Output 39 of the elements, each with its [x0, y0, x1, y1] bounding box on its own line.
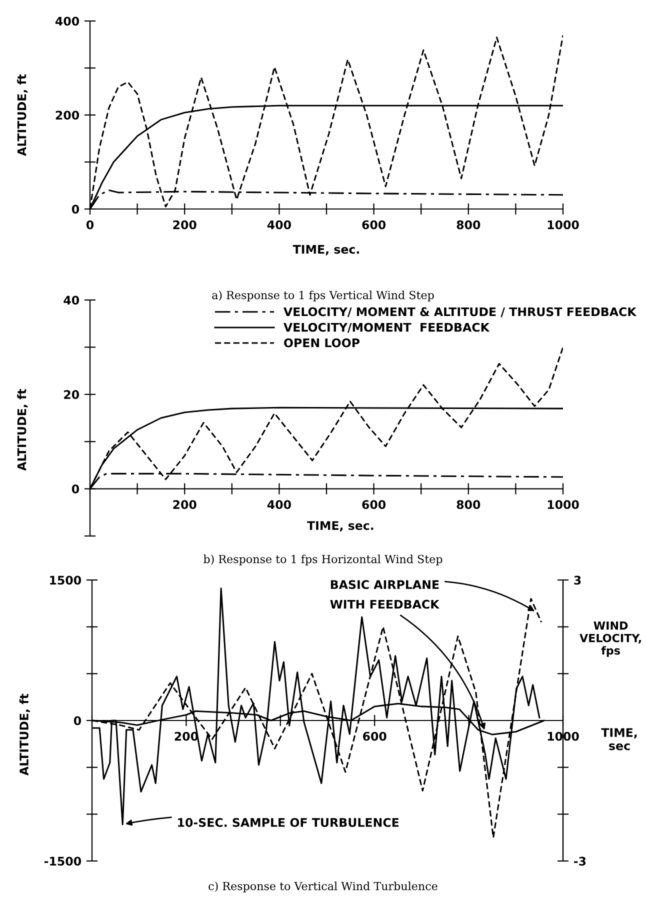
- text: a) Response to 1 fps Vertical Wind Step: [212, 290, 434, 302]
- x-tick-label: 600: [362, 220, 386, 230]
- x-axis-title: TIME, sec: [601, 728, 637, 750]
- x-tick-label: 400: [267, 500, 291, 510]
- y-tick-label: 0: [72, 204, 80, 214]
- x-tick-label: 400: [267, 220, 291, 230]
- y-tick-label: 200: [56, 110, 80, 120]
- y-tick-label: 400: [55, 16, 80, 26]
- legend-label: VELOCITY/MOMENT FEEDBACK: [284, 322, 490, 333]
- y-tick-label: 0: [74, 716, 82, 726]
- annotation: 10-SEC. SAMPLE OF TURBULENCE: [178, 818, 399, 827]
- x-tick-label: 1000: [548, 500, 579, 510]
- y-tick-label: -1500: [44, 856, 82, 866]
- x-tick-label: 600: [362, 500, 386, 510]
- text: b) Response to 1 fps Horizontal Wind Step: [204, 554, 442, 566]
- x-tick-label: 200: [173, 220, 196, 230]
- x-tick-label: 600: [363, 732, 386, 741]
- y-tick-label: 20: [64, 390, 80, 400]
- y-tick-label: 0: [72, 484, 80, 494]
- x-axis-title: TIME, sec.: [307, 521, 374, 532]
- x-tick-label: 200: [173, 500, 196, 510]
- x-axis-title: TIME, sec.: [292, 245, 359, 256]
- y2-tick-label: 3: [574, 576, 581, 585]
- y2-tick-label: -3: [574, 856, 586, 866]
- y-tick-label: 40: [64, 296, 80, 305]
- x-tick-label: 800: [456, 500, 480, 510]
- y-tick-label: 1500: [50, 576, 82, 585]
- annotation: WITH FEEDBACK: [330, 600, 440, 609]
- x-tick-label: 0: [86, 220, 94, 230]
- text: c) Response to Vertical Wind Turbulence: [208, 882, 438, 892]
- legend-label: VELOCITY/ MOMENT & ALTITUDE / THRUST FEEDBACK: [284, 307, 637, 318]
- y-axis-title: ALTITUDE, ft: [17, 74, 28, 156]
- y2-axis-title: WIND VELOCITY, fps: [580, 622, 641, 657]
- legend-label: OPEN LOOP: [284, 338, 360, 348]
- x-tick-label: 800: [456, 220, 480, 230]
- annotation: BASIC AIRPLANE: [330, 580, 439, 590]
- y-axis-title: ALTITUDE, ft: [17, 389, 28, 471]
- y-axis-title: ALTITUDE, ft: [19, 694, 30, 776]
- x-tick-label: 1000: [548, 220, 579, 230]
